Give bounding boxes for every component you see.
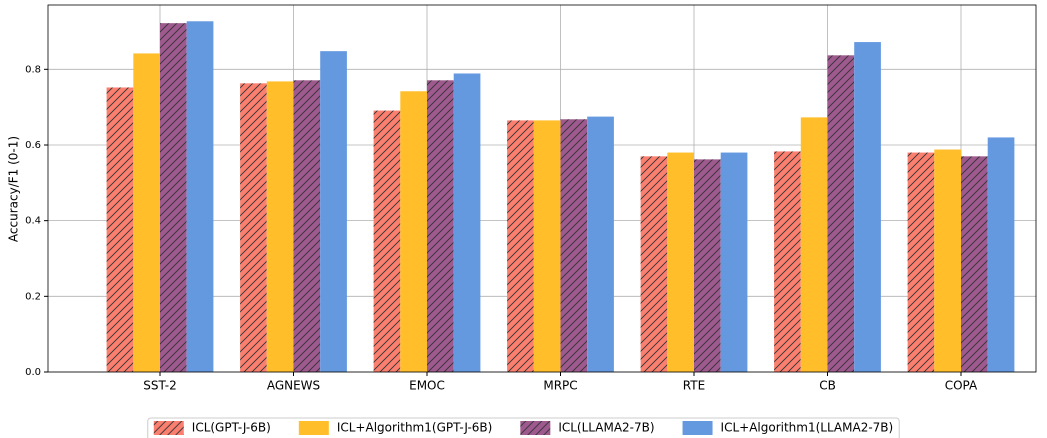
y-axis-label: Accuracy/F1 (0-1): [7, 136, 21, 242]
bar: [186, 21, 214, 372]
x-tick-label: COPA: [945, 379, 978, 393]
x-tick-label: CB: [819, 379, 836, 393]
bar: [987, 137, 1015, 372]
bar: [934, 149, 961, 372]
bar: [640, 156, 668, 372]
bar: [533, 120, 561, 372]
bar: [667, 152, 694, 372]
bar: [133, 53, 160, 373]
bar: [774, 151, 801, 372]
y-tick-label: 0.8: [25, 64, 41, 75]
bar: [560, 119, 588, 372]
bar: [373, 110, 401, 373]
bar: [427, 80, 454, 373]
bar: [507, 120, 534, 372]
bar: [293, 80, 321, 373]
bar: [720, 152, 748, 372]
bar: [907, 152, 935, 372]
y-tick-label: 0.4: [25, 216, 41, 227]
bar: [400, 91, 427, 372]
bar: [961, 156, 988, 372]
x-tick-label: MRPC: [543, 379, 577, 393]
legend-label: ICL+Algorithm1(LLAMA2-7B): [721, 421, 894, 435]
legend: ICL(GPT-J-6B) ICL+Algorithm1(GPT-J-6B) ICL…: [147, 417, 900, 438]
legend-swatch: [298, 421, 329, 435]
bar: [266, 81, 294, 372]
legend-swatch: [682, 421, 713, 435]
bar: [827, 55, 855, 372]
bar: [453, 73, 481, 372]
plot-frame: [47, 4, 1037, 373]
bar: [240, 83, 267, 373]
y-tick-label: 0.0: [25, 367, 41, 378]
x-tick-label: EMOC: [409, 379, 445, 393]
legend-swatch: [153, 421, 184, 435]
x-tick-label: AGNEWS: [267, 379, 320, 393]
bar: [694, 159, 721, 372]
legend-label: ICL(GPT-J-6B): [192, 421, 271, 435]
bar: [800, 117, 828, 372]
legend-label: ICL(LLAMA2-7B): [558, 421, 654, 435]
bar: [854, 42, 881, 373]
y-tick-label: 0.6: [25, 140, 41, 151]
bar: [106, 87, 134, 373]
bar: [320, 51, 347, 373]
legend-swatch: [520, 421, 551, 435]
x-tick-label: SST-2: [143, 379, 176, 393]
x-tick-label: RTE: [683, 379, 705, 393]
bar: [587, 116, 614, 372]
y-tick-label: 0.2: [25, 291, 41, 302]
legend-label: ICL+Algorithm1(GPT-J-6B): [337, 421, 493, 435]
bar: [160, 23, 187, 372]
